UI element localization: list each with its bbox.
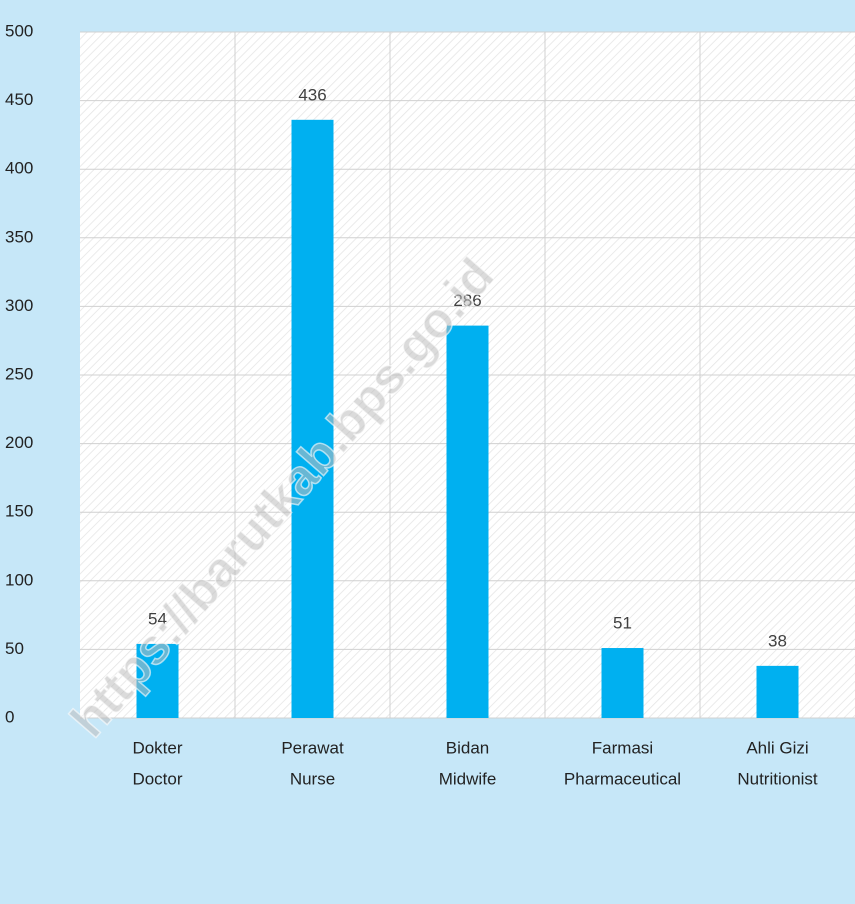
x-tick-label: Dokter [132,738,182,757]
bar [756,665,799,718]
x-tick-label: Perawat [281,738,344,757]
y-tick-label: 150 [5,502,33,521]
x-tick-label: Doctor [132,769,182,788]
y-tick-label: 50 [5,639,24,658]
y-tick-label: 0 [5,707,14,726]
value-label: 38 [768,631,787,650]
y-tick-label: 500 [5,21,33,40]
value-label: 54 [148,609,167,628]
value-label: 51 [613,614,632,633]
value-label: 436 [298,85,326,104]
bar [136,643,179,718]
value-label: 286 [453,291,481,310]
y-tick-label: 100 [5,570,33,589]
y-tick-label: 350 [5,227,33,246]
x-tick-label: Ahli Gizi [746,738,808,757]
bar [601,648,644,718]
x-tick-label: Nurse [290,769,335,788]
x-tick-label: Bidan [446,738,489,757]
x-tick-label: Pharmaceutical [564,769,681,788]
y-tick-label: 450 [5,90,33,109]
bar [291,119,334,719]
y-tick-label: 300 [5,296,33,315]
bar [446,325,489,718]
y-tick-label: 400 [5,159,33,178]
x-tick-label: Midwife [439,769,497,788]
x-tick-label: Nutritionist [737,769,818,788]
x-tick-label: Farmasi [592,738,653,757]
y-tick-label: 200 [5,433,33,452]
y-tick-label: 250 [5,364,33,383]
